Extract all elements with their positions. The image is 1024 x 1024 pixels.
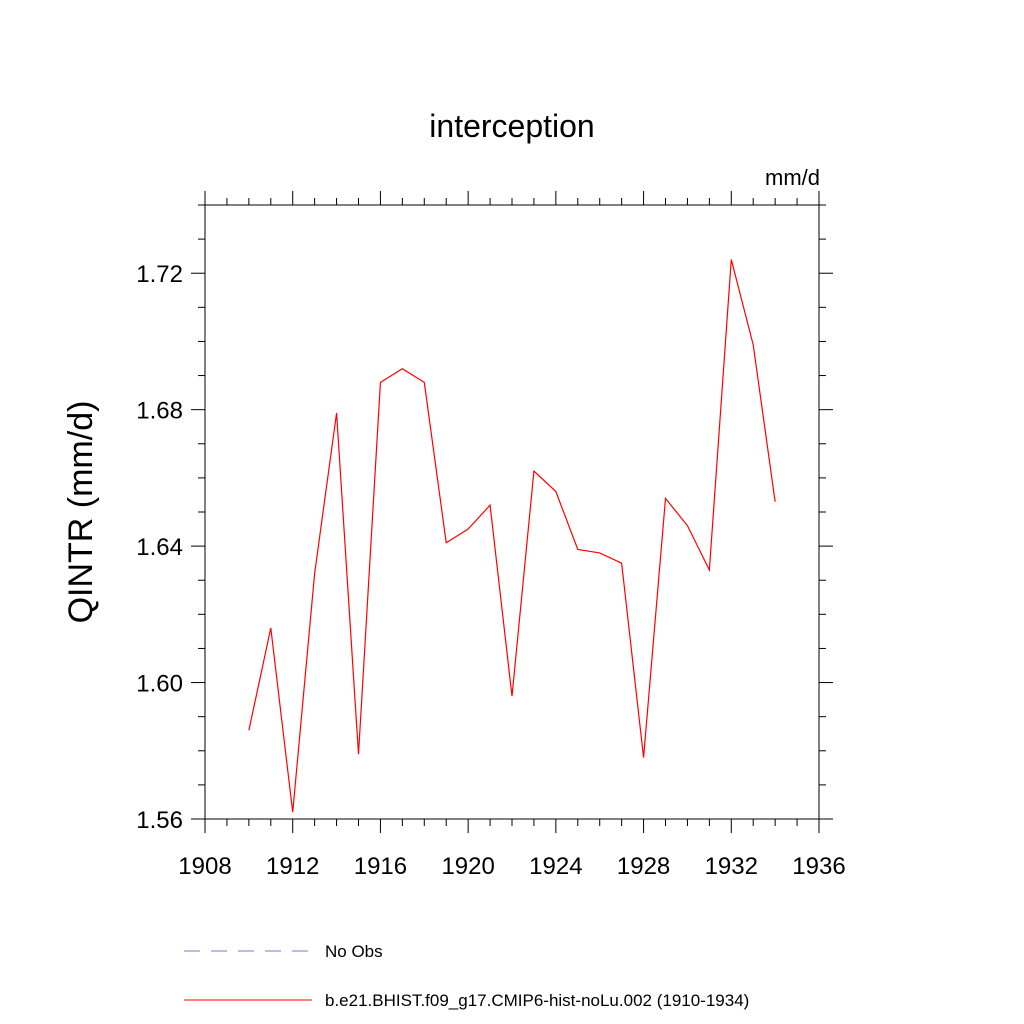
- legend: No Obs b.e21.BHIST.f09_g17.CMIP6-hist-noL…: [184, 942, 749, 1010]
- series-layer: [248, 259, 776, 813]
- y-tick-label: 1.60: [136, 671, 183, 698]
- series-line: [248, 259, 776, 813]
- y-axis-label: QINTR (mm/d): [62, 401, 100, 624]
- axis-ticks: 1908 1912 1916 1920 1924 1928 1932 1936 1.56 1.60…: [136, 191, 846, 880]
- x-tick-label: 1916: [354, 853, 407, 880]
- x-tick-label: 1908: [178, 853, 231, 880]
- y-tick-label: 1.56: [136, 807, 183, 834]
- x-tick-label: 1920: [441, 853, 494, 880]
- y-tick-label: 1.68: [136, 398, 183, 425]
- x-tick-label: 1912: [266, 853, 319, 880]
- x-tick-label: 1928: [617, 853, 670, 880]
- x-tick-label: 1936: [792, 853, 845, 880]
- units-label: mm/d: [765, 165, 820, 190]
- plot-frame: [204, 204, 820, 820]
- y-tick-label: 1.64: [136, 534, 183, 561]
- legend-label: No Obs: [325, 942, 383, 961]
- legend-label: b.e21.BHIST.f09_g17.CMIP6-hist-noLu.002 …: [325, 991, 749, 1010]
- x-tick-label: 1924: [529, 853, 582, 880]
- x-tick-label: 1932: [705, 853, 758, 880]
- chart-title: interception: [429, 108, 594, 144]
- y-tick-label: 1.72: [136, 261, 183, 288]
